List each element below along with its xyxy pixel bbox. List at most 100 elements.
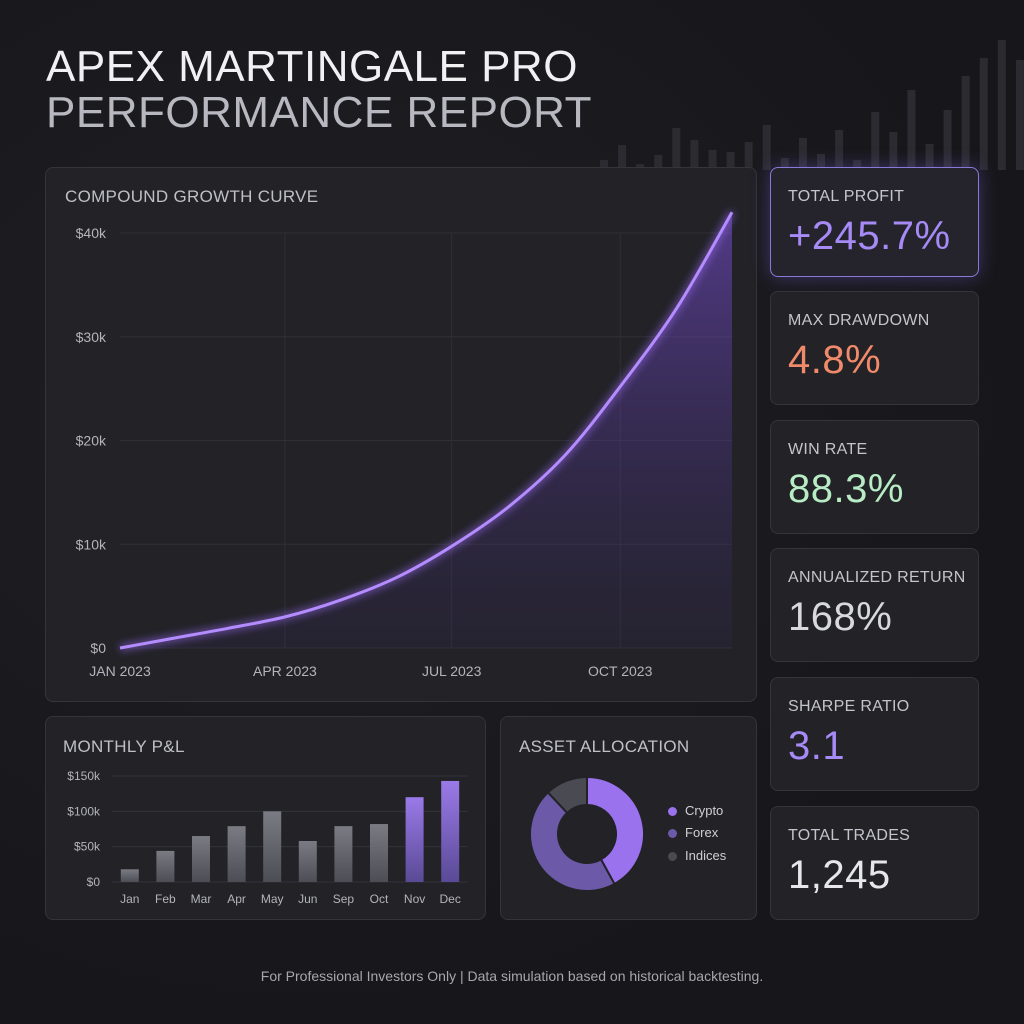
growth-area bbox=[120, 212, 732, 648]
stat-value: 1,245 bbox=[788, 853, 891, 897]
report-title: APEX MARTINGALE PRO bbox=[46, 42, 578, 91]
pnl-bar bbox=[370, 824, 388, 882]
x-tick-label: Feb bbox=[155, 892, 176, 906]
background-bar bbox=[943, 110, 952, 170]
disclaimer-footer: For Professional Investors Only | Data s… bbox=[260, 968, 764, 984]
donut-slice-indices bbox=[546, 775, 588, 815]
pnl-bar bbox=[120, 869, 139, 882]
background-bar bbox=[907, 90, 916, 170]
asset-allocation-donut bbox=[529, 775, 645, 892]
y-tick-label: $20k bbox=[76, 433, 107, 449]
y-tick-label: $50k bbox=[74, 840, 101, 854]
stat-card-total-profit: TOTAL PROFIT +245.7% bbox=[770, 167, 979, 277]
background-bar bbox=[835, 130, 844, 170]
pnl-bar bbox=[156, 850, 175, 882]
background-bar bbox=[744, 142, 753, 170]
x-tick-label: Oct bbox=[370, 892, 389, 906]
pnl-bar bbox=[441, 780, 460, 882]
legend-label-crypto: Crypto bbox=[685, 803, 724, 818]
stat-label: ANNUALIZED RETURN bbox=[788, 569, 966, 586]
background-bar bbox=[708, 150, 717, 170]
y-tick-label: $30k bbox=[76, 329, 107, 345]
donut-slice-forex bbox=[529, 791, 616, 892]
background-bar bbox=[798, 138, 807, 170]
x-tick-label: Jun bbox=[298, 892, 317, 906]
pnl-bar bbox=[298, 841, 317, 882]
stat-value: 4.8% bbox=[788, 338, 882, 382]
background-bar bbox=[726, 152, 735, 170]
stat-value: 3.1 bbox=[788, 724, 846, 768]
background-bar bbox=[654, 155, 663, 170]
background-bar bbox=[618, 145, 627, 170]
x-tick-label: Apr bbox=[227, 892, 246, 906]
pnl-bar bbox=[227, 826, 246, 882]
stat-card-sharpe-ratio: SHARPE RATIO 3.1 bbox=[770, 677, 979, 791]
y-tick-label: $150k bbox=[67, 769, 101, 783]
background-bar bbox=[871, 112, 880, 170]
stat-label: MAX DRAWDOWN bbox=[788, 312, 930, 329]
background-bar bbox=[979, 58, 988, 170]
background-bar bbox=[600, 160, 608, 170]
x-tick-label: Jan bbox=[120, 892, 139, 906]
y-tick-label: $0 bbox=[90, 640, 106, 656]
legend-item-forex: Forex bbox=[668, 825, 718, 840]
y-tick-label: $0 bbox=[87, 875, 101, 889]
growth-chart-panel: $0 $10k $20k $30k $40k JAN 2023 APR 2023 JUL 20… bbox=[45, 167, 757, 702]
background-bar bbox=[762, 125, 771, 170]
y-tick-label: $40k bbox=[76, 225, 107, 241]
y-tick-label: $10k bbox=[76, 536, 107, 552]
x-tick-label: APR 2023 bbox=[253, 663, 317, 679]
x-tick-label: Mar bbox=[191, 892, 212, 906]
monthly-pnl-title: MONTHLY P&L bbox=[63, 737, 185, 756]
x-tick-label: Dec bbox=[440, 892, 461, 906]
stat-value: +245.7% bbox=[788, 214, 951, 258]
stat-card-max-drawdown: MAX DRAWDOWN 4.8% bbox=[770, 291, 979, 405]
background-bar bbox=[1015, 60, 1024, 170]
stat-label: TOTAL PROFIT bbox=[788, 188, 905, 205]
background-bar bbox=[780, 158, 789, 170]
x-tick-label: May bbox=[261, 892, 284, 906]
donut-slice-crypto bbox=[586, 775, 645, 886]
background-bar bbox=[690, 140, 699, 170]
pnl-bar bbox=[263, 811, 282, 882]
stat-card-annualized-return: ANNUALIZED RETURN 168% bbox=[770, 548, 979, 662]
legend-label-forex: Forex bbox=[685, 825, 719, 840]
legend-item-indices: Indices bbox=[668, 848, 726, 863]
stat-card-win-rate: WIN RATE 88.3% bbox=[770, 420, 979, 534]
growth-chart: $0 $10k $20k $30k $40k JAN 2023 APR 2023 JUL 20… bbox=[76, 210, 736, 679]
background-bar bbox=[889, 132, 898, 170]
x-tick-label: Sep bbox=[333, 892, 355, 906]
legend-item-crypto: Crypto bbox=[668, 803, 723, 818]
legend-dot-indices bbox=[668, 852, 677, 862]
stat-label: WIN RATE bbox=[788, 441, 868, 458]
legend-dot-crypto bbox=[668, 807, 677, 817]
x-tick-label: JAN 2023 bbox=[89, 663, 151, 679]
monthly-pnl-panel: MONTHLY P&L $0 $50k $100k $150k Jan Feb Mar Apr… bbox=[45, 716, 486, 920]
monthly-pnl-chart: $0 $50k $100k $150k Jan Feb Mar Apr May Jun Sep Oct… bbox=[67, 769, 468, 906]
y-tick-label: $100k bbox=[67, 804, 101, 818]
pnl-bar bbox=[405, 797, 424, 882]
stat-label: TOTAL TRADES bbox=[788, 827, 911, 844]
background-bar bbox=[997, 40, 1006, 170]
x-tick-label: OCT 2023 bbox=[588, 663, 653, 679]
background-bars-decoration bbox=[600, 40, 1024, 170]
x-tick-label: Nov bbox=[404, 892, 425, 906]
background-bar bbox=[961, 76, 970, 170]
growth-line bbox=[119, 211, 734, 650]
legend-dot-forex bbox=[668, 829, 677, 839]
background-bar bbox=[925, 144, 934, 170]
stat-card-total-trades: TOTAL TRADES 1,245 bbox=[770, 806, 979, 920]
pnl-bar bbox=[334, 826, 353, 882]
asset-allocation-panel: ASSET ALLOCATION bbox=[500, 716, 757, 920]
asset-allocation-title: ASSET ALLOCATION bbox=[519, 737, 690, 756]
stat-value: 168% bbox=[788, 595, 893, 639]
stat-label: SHARPE RATIO bbox=[788, 698, 910, 715]
stat-value: 88.3% bbox=[788, 467, 904, 511]
x-tick-label: JUL 2023 bbox=[422, 663, 482, 679]
background-bar bbox=[817, 154, 825, 170]
legend-label-indices: Indices bbox=[685, 848, 727, 863]
growth-chart-title: COMPOUND GROWTH CURVE bbox=[65, 187, 319, 206]
background-bar bbox=[853, 160, 862, 170]
background-bar bbox=[672, 128, 681, 170]
pnl-bar bbox=[192, 836, 210, 882]
